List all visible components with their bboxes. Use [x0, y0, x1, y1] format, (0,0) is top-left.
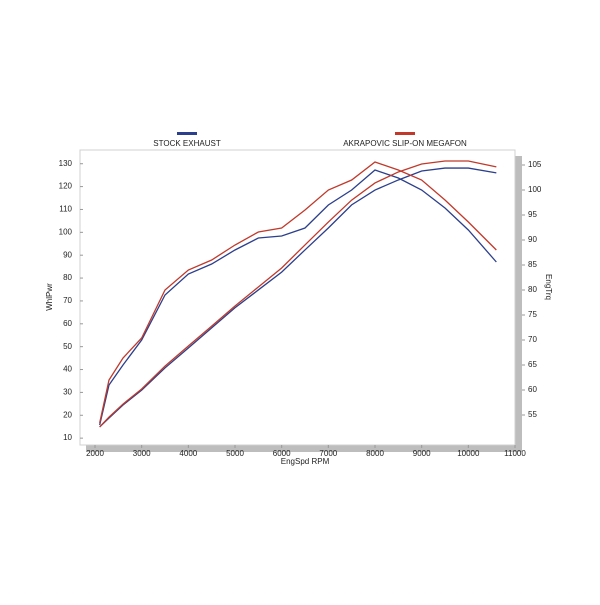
y-tick-label: 20 — [63, 410, 72, 419]
y-tick-label: 10 — [63, 433, 72, 442]
y2-axis-label: EngTrq — [544, 274, 553, 300]
torque-line — [99, 169, 497, 426]
y2-tick-label: 55 — [528, 410, 537, 419]
y2-tick-label: 80 — [528, 285, 537, 294]
x-tick-label: 7000 — [319, 449, 337, 458]
x-tick-label: 2000 — [86, 449, 104, 458]
torque-line — [99, 161, 497, 424]
power-line — [99, 160, 497, 428]
y-axis-label: WhlPwr — [45, 283, 54, 311]
x-tick-label: 8000 — [366, 449, 384, 458]
y2-tick-label: 60 — [528, 385, 537, 394]
y2-tick-label: 95 — [528, 210, 537, 219]
y2-tick-label: 100 — [528, 185, 542, 194]
x-tick-label: 9000 — [413, 449, 431, 458]
y-tick-label: 100 — [59, 227, 73, 236]
x-tick-label: 3000 — [133, 449, 151, 458]
y-tick-label: 90 — [63, 250, 72, 259]
y-tick-label: 50 — [63, 342, 72, 351]
y2-tick-label: 75 — [528, 310, 537, 319]
x-tick-label: 4000 — [179, 449, 197, 458]
legend-label: AKRAPOVIC SLIP-ON MEGAFON — [343, 139, 467, 148]
x-tick-label: 6000 — [273, 449, 291, 458]
legend-label: STOCK EXHAUST — [153, 139, 221, 148]
y2-tick-label: 85 — [528, 260, 537, 269]
y2-tick-label: 90 — [528, 235, 537, 244]
plot-area — [79, 149, 516, 446]
legend-swatch — [395, 132, 415, 135]
y-tick-label: 110 — [59, 205, 72, 214]
y-tick-label: 40 — [63, 365, 72, 374]
x-tick-label: 10000 — [457, 449, 480, 458]
y-tick-label: 80 — [63, 273, 72, 282]
x-tick-label: 11000 — [504, 449, 526, 458]
y-tick-label: 30 — [63, 388, 72, 397]
y-tick-label: 130 — [59, 159, 73, 168]
power-line — [99, 167, 497, 428]
y2-tick-label: 65 — [528, 360, 537, 369]
y-tick-label: 70 — [63, 296, 72, 305]
y2-tick-label: 105 — [528, 160, 542, 169]
y-tick-label: 60 — [63, 319, 72, 328]
x-axis-label: EngSpd RPM — [281, 457, 330, 466]
y-tick-label: 120 — [59, 182, 73, 191]
legend-swatch — [177, 132, 197, 135]
x-tick-label: 5000 — [226, 449, 244, 458]
y2-tick-label: 70 — [528, 335, 537, 344]
